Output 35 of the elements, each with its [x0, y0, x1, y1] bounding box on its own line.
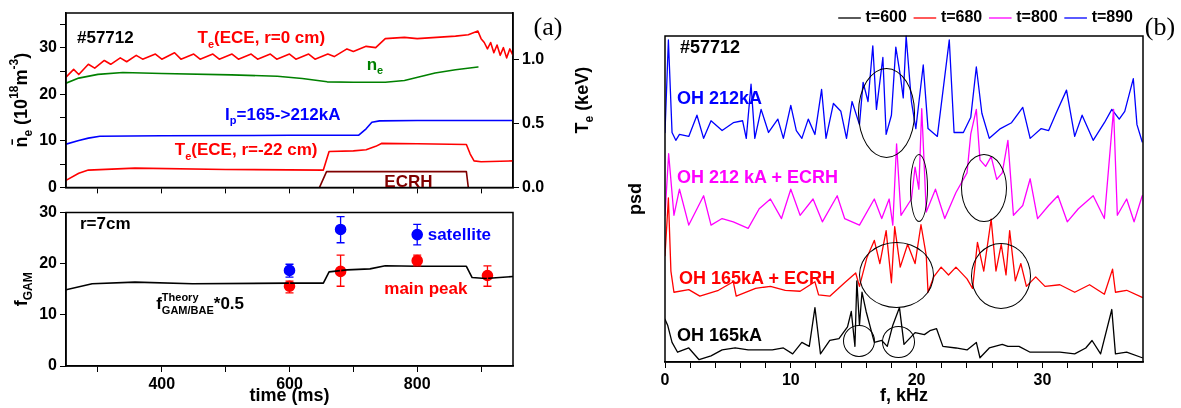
annotation: #57712 [680, 36, 741, 57]
y-tick-label: 0 [48, 177, 58, 195]
y-axis-title: fGAM [10, 272, 35, 307]
annotation: #57712 [77, 27, 134, 47]
y-tick-label: 10 [39, 131, 58, 149]
y-tick-label: 10 [39, 305, 58, 323]
x-tick-label: 400 [148, 375, 176, 393]
y2-tick-label: 1.0 [522, 49, 545, 67]
legend-label: t=800 [1016, 8, 1058, 26]
series-label: satellite [427, 225, 492, 245]
y-tick-label: 20 [39, 84, 58, 102]
y-tick-label: 30 [39, 38, 58, 56]
y2-axis-title: Te (keV) [571, 66, 596, 134]
y-axis-title: psd [624, 182, 645, 215]
text: (b) [1144, 11, 1176, 41]
y2-tick-label: 0.0 [522, 177, 545, 195]
y-tick-label: 30 [39, 203, 58, 221]
x-tick-label: 0 [660, 371, 670, 389]
legend-label: t=600 [865, 8, 907, 26]
legend-label: t=890 [1091, 8, 1134, 26]
x-tick-label: 30 [1033, 371, 1052, 389]
legend-label: t=680 [940, 8, 983, 26]
annotation: OH 165kA + ECRH [679, 267, 835, 288]
annotation: OH 212 kA + ECRH [677, 166, 838, 187]
x-tick-label: 800 [403, 375, 431, 393]
series-label: ECRH [384, 172, 433, 192]
text: (a) [533, 11, 563, 41]
y-axis-title: n̄e (1018m-3) [6, 52, 35, 148]
x-tick-label: 10 [781, 371, 800, 389]
y-tick-label: 20 [39, 254, 58, 272]
series-label: main peak [384, 279, 468, 299]
annotation: OH 165kA [677, 324, 763, 345]
y-tick-label: 0 [48, 356, 58, 374]
y2-tick-label: 0.5 [522, 113, 545, 131]
annotation: r=7cm [80, 213, 131, 233]
